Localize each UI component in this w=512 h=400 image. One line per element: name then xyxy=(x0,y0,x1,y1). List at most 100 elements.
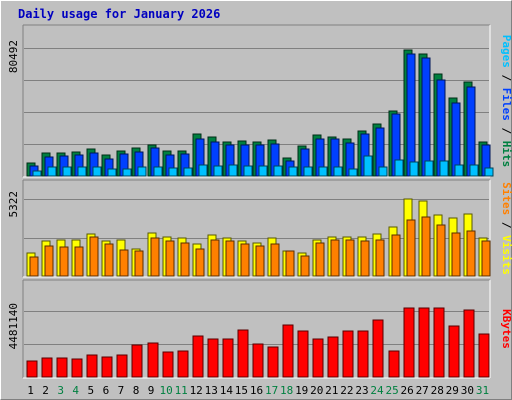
bar-pages-day-26 xyxy=(409,161,419,177)
x-tick-label-day-4: 4 xyxy=(72,384,79,397)
bar-sites-day-24 xyxy=(375,239,385,277)
x-tick-label-day-26: 26 xyxy=(400,384,413,397)
bar-kbytes-day-15 xyxy=(237,329,249,378)
x-tick-label-day-13: 13 xyxy=(205,384,218,397)
bar-sites-day-20 xyxy=(315,242,325,277)
bar-pages-day-8 xyxy=(137,166,147,177)
y-max-label-visits-sites: 5322 xyxy=(7,191,20,218)
x-tick-label-day-1: 1 xyxy=(27,384,34,397)
x-tick-label-day-9: 9 xyxy=(148,384,155,397)
bar-sites-day-18 xyxy=(285,250,295,277)
x-tick-label-day-19: 19 xyxy=(295,384,308,397)
axis-label-visits-sites: Sites / Visits xyxy=(500,182,512,275)
bar-pages-day-28 xyxy=(439,160,449,177)
bar-sites-day-30 xyxy=(466,230,476,277)
bar-sites-day-4 xyxy=(74,246,84,277)
bar-pages-day-27 xyxy=(424,160,434,177)
bar-pages-day-15 xyxy=(243,165,253,177)
bar-pages-day-21 xyxy=(333,166,343,177)
bar-kbytes-day-23 xyxy=(357,330,369,378)
axis-label-word: Files xyxy=(500,88,512,121)
bar-pages-day-23 xyxy=(363,155,373,177)
bar-kbytes-day-16 xyxy=(252,343,264,378)
x-tick-label-day-23: 23 xyxy=(355,384,368,397)
bar-sites-day-7 xyxy=(119,249,129,277)
bar-sites-day-29 xyxy=(451,232,461,277)
bar-pages-day-10 xyxy=(168,167,178,177)
bar-sites-day-27 xyxy=(421,216,431,277)
x-tick-label-day-15: 15 xyxy=(235,384,248,397)
bar-kbytes-day-17 xyxy=(267,346,279,378)
x-tick-label-day-31: 31 xyxy=(476,384,489,397)
x-tick-label-day-25: 25 xyxy=(385,384,398,397)
bar-kbytes-day-10 xyxy=(162,351,174,378)
bar-kbytes-day-20 xyxy=(312,338,324,378)
bar-kbytes-day-11 xyxy=(177,350,189,378)
bar-kbytes-day-5 xyxy=(86,354,98,378)
bar-kbytes-day-31 xyxy=(478,333,490,378)
x-tick-label-day-29: 29 xyxy=(446,384,459,397)
x-tick-label-day-16: 16 xyxy=(250,384,263,397)
bar-sites-day-16 xyxy=(255,245,265,277)
bar-sites-day-15 xyxy=(240,243,250,277)
bar-kbytes-day-29 xyxy=(448,325,460,378)
bar-sites-day-14 xyxy=(225,240,235,277)
bar-pages-day-5 xyxy=(92,166,102,177)
bar-kbytes-day-8 xyxy=(131,344,143,378)
axis-label-word: Sites xyxy=(500,182,512,215)
bar-kbytes-day-2 xyxy=(41,357,53,378)
x-tick-label-day-7: 7 xyxy=(118,384,125,397)
axis-label-word: Hits xyxy=(500,141,512,168)
x-tick-label-day-10: 10 xyxy=(159,384,172,397)
bar-sites-day-12 xyxy=(195,248,205,277)
bar-pages-day-12 xyxy=(198,164,208,177)
axis-label-word: Pages xyxy=(500,35,512,68)
axis-label-hits-files-pages: Pages / Files / Hits xyxy=(500,35,512,168)
bar-sites-day-13 xyxy=(210,239,220,277)
bar-sites-day-21 xyxy=(330,239,340,277)
bar-pages-day-14 xyxy=(228,164,238,177)
x-tick-label-day-18: 18 xyxy=(280,384,293,397)
bar-pages-day-30 xyxy=(469,164,479,177)
bar-pages-day-19 xyxy=(303,166,313,177)
bar-kbytes-day-27 xyxy=(418,307,430,378)
bar-kbytes-day-19 xyxy=(297,330,309,378)
bar-pages-day-1 xyxy=(32,170,42,177)
bar-sites-day-5 xyxy=(89,236,99,277)
bar-pages-day-25 xyxy=(394,159,404,177)
x-tick-label-day-20: 20 xyxy=(310,384,323,397)
axis-label-word: KBytes xyxy=(500,309,512,349)
bar-kbytes-day-24 xyxy=(372,319,384,378)
x-tick-label-day-11: 11 xyxy=(175,384,188,397)
x-tick-label-day-27: 27 xyxy=(416,384,429,397)
bar-sites-day-11 xyxy=(180,242,190,277)
bar-kbytes-day-21 xyxy=(327,336,339,378)
bar-pages-day-17 xyxy=(273,165,283,177)
bar-kbytes-day-14 xyxy=(222,338,234,378)
bar-pages-day-18 xyxy=(288,166,298,177)
bar-files-day-26 xyxy=(406,53,416,177)
bar-sites-day-31 xyxy=(481,240,491,277)
bar-pages-day-31 xyxy=(484,167,494,177)
bar-sites-day-2 xyxy=(44,245,54,277)
bar-kbytes-day-12 xyxy=(192,335,204,378)
bar-sites-day-25 xyxy=(391,234,401,277)
bar-pages-day-11 xyxy=(183,167,193,177)
bar-pages-day-16 xyxy=(258,165,268,177)
axis-label-word: Visits xyxy=(500,235,512,275)
bar-pages-day-29 xyxy=(454,164,464,177)
x-tick-label-day-8: 8 xyxy=(133,384,140,397)
bar-kbytes-day-6 xyxy=(101,356,113,378)
x-tick-label-day-30: 30 xyxy=(461,384,474,397)
bar-kbytes-day-26 xyxy=(403,307,415,378)
axis-label-kbytes: KBytes xyxy=(500,309,512,349)
bar-sites-day-8 xyxy=(134,250,144,277)
bar-kbytes-day-9 xyxy=(147,342,159,378)
bar-kbytes-day-28 xyxy=(433,307,445,378)
x-tick-label-day-24: 24 xyxy=(370,384,384,397)
x-tick-label-day-12: 12 xyxy=(190,384,203,397)
bar-kbytes-day-25 xyxy=(388,350,400,378)
bar-sites-day-28 xyxy=(436,224,446,277)
bar-kbytes-day-18 xyxy=(282,324,294,378)
